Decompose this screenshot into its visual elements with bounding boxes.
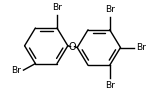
Text: O: O [69,42,76,52]
Text: Br: Br [105,81,115,90]
Text: Br: Br [105,5,115,14]
Text: Br: Br [136,43,146,52]
Text: Br: Br [52,3,62,12]
Text: Br: Br [11,66,20,75]
